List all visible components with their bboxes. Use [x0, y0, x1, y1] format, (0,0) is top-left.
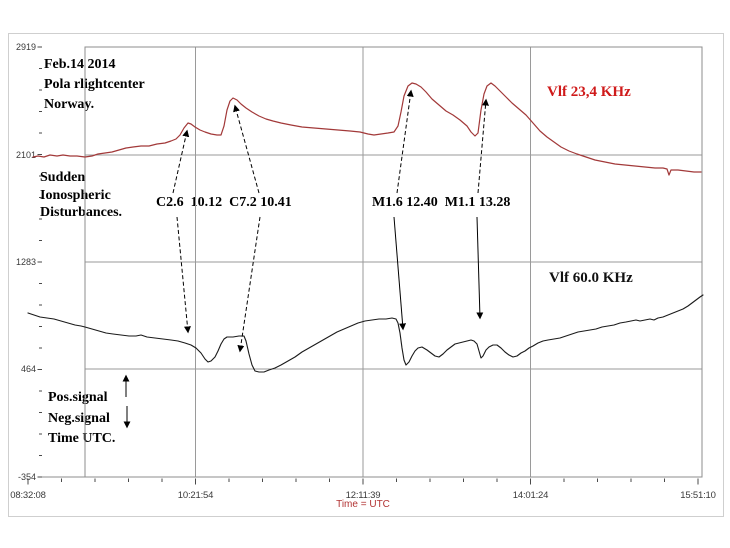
chart-outer-border	[8, 33, 724, 517]
phenomenon-line-1: Sudden	[40, 170, 86, 185]
x-tick-label: 08:32:08	[10, 490, 45, 501]
y-tick-label: 1283	[16, 257, 36, 267]
date-label: Feb.14 2014	[44, 57, 116, 72]
legend-vlf-60-khz: Vlf 60.0 KHz	[549, 270, 633, 286]
pos-signal-label: Pos.signal	[48, 390, 108, 405]
vlf-60-trace	[27, 294, 704, 373]
flare-label-c-group: C2.6 10.12 C7.2 10.41	[156, 195, 292, 210]
y-tick-label: 464	[21, 364, 36, 374]
c7-2-down-arrow	[237, 216, 261, 353]
c2-6-up-arrow	[172, 129, 190, 194]
time-utc-label: Time UTC.	[48, 431, 116, 446]
y-tick-label: -354	[18, 472, 36, 482]
y-tick-label: 2101	[16, 150, 36, 160]
x-tick-label: 10:21:54	[178, 490, 213, 501]
legend-vlf-23-4-khz: Vlf 23,4 KHz	[547, 84, 631, 100]
station-header: Feb.14 2014 Pola rlightcenter Norway.	[44, 55, 145, 115]
x-tick-label: 15:51:10	[680, 490, 715, 501]
neg-signal-label: Neg.signal	[48, 410, 110, 426]
x-axis-title: Time = UTC	[336, 499, 390, 510]
station-country-label: Norway.	[44, 97, 95, 112]
m1-6-up-arrow	[396, 89, 414, 194]
m1-1-down-arrow	[476, 216, 484, 320]
vlf-23-4-trace	[32, 82, 702, 176]
plot-frame	[84, 46, 703, 478]
y-tick-label: 2919	[16, 42, 36, 52]
phenomenon-line-2: Ionospheric	[40, 187, 111, 203]
flare-label-m-group: M1.6 12.40 M1.1 13.28	[372, 195, 511, 210]
phenomenon-line-3: Disturbances.	[40, 205, 123, 220]
m1-6-down-arrow	[393, 216, 407, 331]
x-tick-label: 12:11:39	[346, 490, 381, 501]
phenomenon-label: Sudden Ionospheric Disturbances.	[40, 169, 122, 222]
m1-1-up-arrow	[477, 98, 490, 194]
c2-6-down-arrow	[176, 216, 191, 334]
signal-direction-note: Pos.signal Neg.signal Time UTC.	[48, 388, 115, 450]
station-name-label: Pola rlightcenter	[44, 77, 145, 92]
x-tick-label: 14:01:24	[513, 490, 548, 501]
c7-2-up-arrow	[233, 104, 260, 194]
